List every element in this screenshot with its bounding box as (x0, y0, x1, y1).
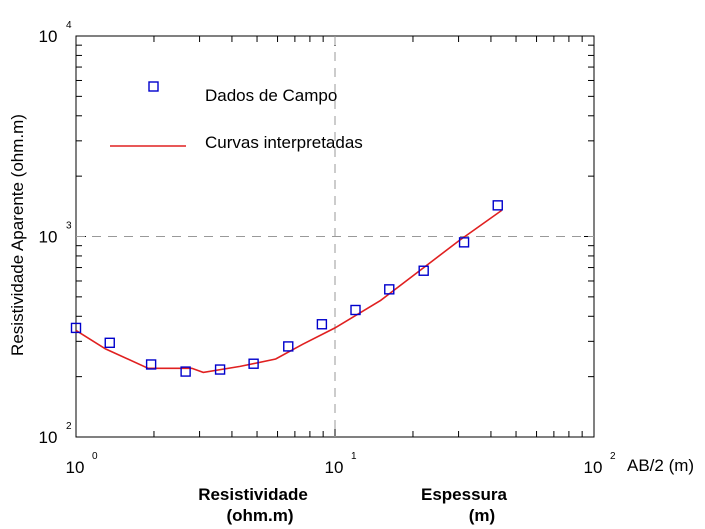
data-point (418, 265, 429, 276)
interpreted-curve-line (75, 209, 503, 374)
y-tick-labels: 10 2 10 3 10 4 (39, 20, 72, 447)
data-point (492, 200, 503, 211)
annotation-espessura-line2: (m) (469, 506, 495, 525)
legend-label-field-data: Dados de Campo (205, 86, 337, 105)
reference-lines (76, 36, 594, 437)
x-tick-label: 10 (66, 458, 85, 477)
x-tick-label: 10 (584, 458, 603, 477)
y-tick-exponent: 4 (66, 20, 72, 31)
data-point (384, 284, 395, 295)
x-tick-exponent: 1 (351, 451, 357, 462)
data-point (180, 366, 191, 377)
x-tick-exponent: 2 (610, 451, 616, 462)
data-point (104, 337, 115, 349)
minor-ticks (75, 36, 594, 438)
data-point (248, 358, 259, 369)
x-tick-labels: 10 0 10 1 10 2 (66, 451, 616, 477)
y-tick-label: 10 (39, 228, 58, 247)
data-point (316, 319, 328, 330)
field-data-markers (70, 200, 503, 377)
legend-label-interpreted-curve: Curvas interpretadas (205, 133, 363, 152)
x-tick-label: 10 (325, 458, 344, 477)
data-point (145, 359, 157, 370)
y-tick-exponent: 3 (66, 221, 72, 232)
data-point (458, 237, 470, 248)
annotation-resistividade-line2: (ohm.m) (226, 506, 293, 525)
annotation-espessura-line1: Espessura (421, 485, 508, 504)
y-tick-label: 10 (39, 428, 58, 447)
legend-marker-field-data (148, 81, 159, 92)
annotation-resistividade-line1: Resistividade (198, 485, 308, 504)
x-tick-exponent: 0 (92, 451, 98, 462)
data-point (283, 341, 294, 352)
data-point (350, 304, 361, 316)
y-axis-label: Resistividade Aparente (ohm.m) (8, 114, 27, 356)
data-point (70, 322, 82, 334)
data-point (214, 364, 226, 375)
legend: Dados de Campo Curvas interpretadas (110, 81, 363, 152)
y-tick-label: 10 (39, 27, 58, 46)
y-tick-exponent: 2 (66, 421, 72, 432)
x-axis-label: AB/2 (m) (627, 456, 694, 475)
